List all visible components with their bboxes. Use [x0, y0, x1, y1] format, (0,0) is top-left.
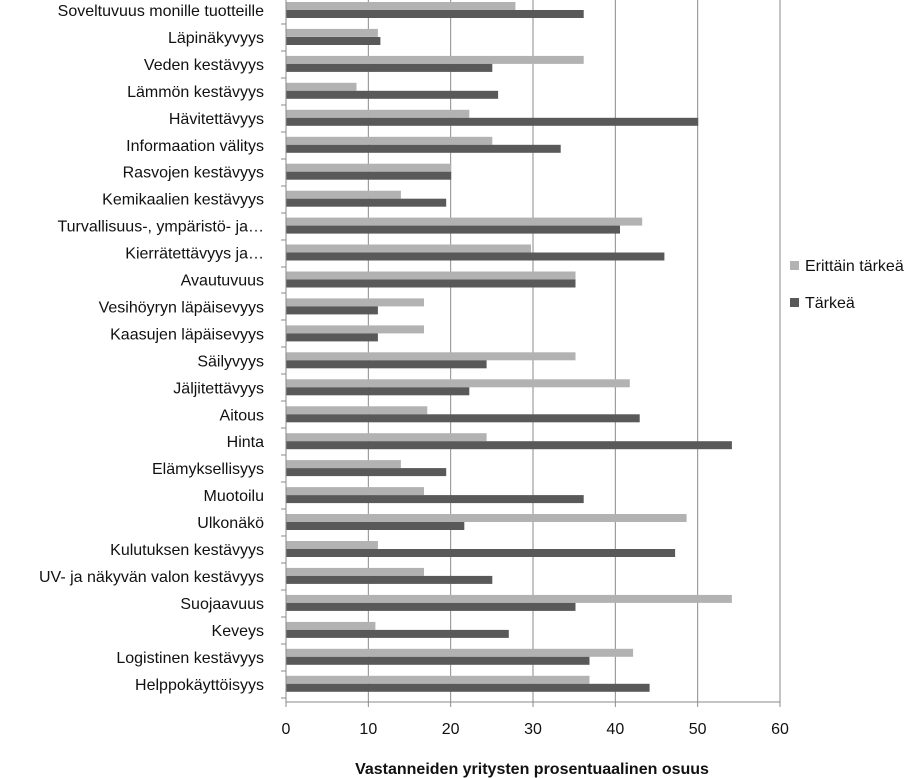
bars [286, 2, 732, 692]
bar-erittain-tarkea-veden-kestavyys [286, 55, 584, 64]
category-label-avautuvuus: Avautuvuus [181, 273, 264, 290]
category-label-logistinen-kestavyys: Logistinen kestävyys [116, 650, 264, 667]
bar-tarkea-kaasujen-lapaisevyys [286, 333, 378, 342]
category-label-aitous: Aitous [220, 407, 264, 424]
bar-tarkea-ulkonako [286, 522, 465, 530]
category-label-kemikaalien-kestavyys: Kemikaalien kestävyys [102, 192, 264, 209]
x-tick-label-30: 30 [524, 721, 542, 738]
category-label-jaljitettavyys: Jäljitettävyys [173, 380, 264, 397]
bar-tarkea-muotoilu [286, 495, 584, 504]
category-label-kulutuksen-kestavyys: Kulutuksen kestävyys [110, 542, 264, 559]
bar-tarkea-keveys [286, 629, 509, 638]
category-label-helppokayttoisyys: Helppokäyttöisyys [135, 677, 264, 694]
bar-erittain-tarkea-jaljitettavyys [286, 379, 630, 388]
bar-tarkea-aitous [286, 414, 640, 423]
bar-tarkea-rasvojen-kestavyys [286, 171, 452, 180]
x-tick-label-60: 60 [771, 721, 789, 738]
bar-erittain-tarkea-soveltuvuus-monille-tuotteille [286, 2, 516, 10]
category-label-uv-ja-nakyvan-valon-kestavyys: UV- ja näkyvän valon kestävyys [39, 569, 264, 586]
bar-erittain-tarkea-kaasujen-lapaisevyys [286, 325, 424, 334]
bar-tarkea-havitettavyys [286, 117, 699, 126]
category-label-suojaavuus: Suojaavuus [180, 596, 264, 613]
legend-swatch-tarkea [790, 298, 799, 307]
category-label-sailyvyys: Säilyvyys [197, 353, 264, 370]
x-tick-labels: 0 10 20 30 40 50 60 [282, 721, 789, 738]
bar-erittain-tarkea-elamyksellisyys [286, 460, 401, 469]
bar-erittain-tarkea-keveys [286, 621, 376, 630]
x-tick-label-50: 50 [689, 721, 707, 738]
bar-erittain-tarkea-hinta [286, 433, 487, 442]
bar-erittain-tarkea-turvallisuus-ymparisto-ja [286, 217, 643, 226]
bar-tarkea-turvallisuus-ymparisto-ja [286, 225, 620, 234]
bar-erittain-tarkea-ulkonako [286, 514, 687, 522]
category-label-lammon-kestavyys: Lämmön kestävyys [127, 84, 264, 101]
bar-erittain-tarkea-kierratettavyys-ja [286, 244, 531, 253]
category-label-veden-kestavyys: Veden kestävyys [144, 57, 264, 74]
bar-tarkea-kemikaalien-kestavyys [286, 198, 447, 207]
bar-tarkea-informaation-valitys [286, 144, 561, 153]
bar-erittain-tarkea-uv-ja-nakyvan-valon-kestavyys [286, 567, 424, 576]
bar-erittain-tarkea-kemikaalien-kestavyys [286, 190, 401, 199]
category-label-havitettavyys: Hävitettävyys [169, 111, 264, 128]
category-label-kierratettavyys-ja: Kierrätettävyys ja… [125, 246, 264, 263]
bar-erittain-tarkea-helppokayttoisyys [286, 675, 590, 684]
bar-tarkea-helppokayttoisyys [286, 683, 650, 692]
x-tick-label-40: 40 [606, 721, 624, 738]
category-label-soveltuvuus-monille-tuotteille: Soveltuvuus monille tuotteille [58, 3, 264, 20]
category-label-vesihoyryn-lapaisevyys: Vesihöyryn läpäisevyys [99, 299, 264, 316]
bar-tarkea-vesihoyryn-lapaisevyys [286, 306, 378, 315]
bar-erittain-tarkea-aitous [286, 406, 428, 415]
bar-tarkea-suojaavuus [286, 602, 576, 611]
bar-tarkea-hinta [286, 441, 732, 450]
bar-tarkea-veden-kestavyys [286, 63, 493, 72]
category-label-turvallisuus-ymparisto-ja: Turvallisuus-, ympäristö- ja… [57, 219, 264, 236]
bar-tarkea-jaljitettavyys [286, 387, 470, 396]
bar-tarkea-soveltuvuus-monille-tuotteille [286, 10, 584, 18]
bar-erittain-tarkea-kulutuksen-kestavyys [286, 541, 378, 549]
bar-erittain-tarkea-avautuvuus [286, 271, 576, 280]
category-label-hinta: Hinta [227, 434, 264, 451]
bar-tarkea-logistinen-kestavyys [286, 656, 590, 665]
bar-tarkea-kulutuksen-kestavyys [286, 549, 676, 557]
legend-item-tarkea: Tärkeä [790, 295, 855, 312]
category-label-keveys: Keveys [212, 623, 264, 640]
category-label-elamyksellisyys: Elämyksellisyys [152, 461, 264, 478]
category-label-rasvojen-kestavyys: Rasvojen kestävyys [123, 165, 264, 182]
bar-erittain-tarkea-muotoilu [286, 487, 424, 496]
bar-erittain-tarkea-informaation-valitys [286, 136, 493, 145]
bar-tarkea-kierratettavyys-ja [286, 252, 665, 261]
bar-tarkea-lapinakyvyys [286, 37, 381, 45]
x-tick-label-20: 20 [442, 721, 460, 738]
x-axis-title: Vastanneiden yritysten prosentuaalinen o… [355, 761, 709, 778]
category-labels: Soveltuvuus monille tuotteille Läpinäkyvy… [39, 3, 264, 694]
bar-erittain-tarkea-lammon-kestavyys [286, 82, 357, 91]
bar-tarkea-sailyvyys [286, 360, 487, 369]
bar-erittain-tarkea-rasvojen-kestavyys [286, 163, 452, 172]
bar-tarkea-uv-ja-nakyvan-valon-kestavyys [286, 575, 493, 584]
x-tick-label-10: 10 [359, 721, 377, 738]
bar-erittain-tarkea-suojaavuus [286, 594, 732, 603]
bar-erittain-tarkea-logistinen-kestavyys [286, 648, 634, 657]
bar-erittain-tarkea-sailyvyys [286, 352, 576, 361]
bar-tarkea-lammon-kestavyys [286, 90, 499, 99]
bar-erittain-tarkea-vesihoyryn-lapaisevyys [286, 298, 424, 307]
legend-item-erittain-tarkea: Erittäin tärkeä [790, 258, 904, 275]
category-label-informaation-valitys: Informaation välitys [126, 138, 264, 155]
legend-label-erittain-tarkea: Erittäin tärkeä [805, 258, 904, 275]
bar-erittain-tarkea-lapinakyvyys [286, 28, 378, 37]
category-label-lapinakyvyys: Läpinäkyvyys [168, 30, 264, 47]
bar-tarkea-avautuvuus [286, 279, 576, 288]
legend-label-tarkea: Tärkeä [805, 295, 855, 312]
legend-swatch-erittain-tarkea [790, 261, 799, 270]
axes [281, 0, 781, 707]
bar-erittain-tarkea-havitettavyys [286, 109, 470, 118]
x-tick-label-0: 0 [282, 721, 291, 738]
category-label-ulkonako: Ulkonäkö [197, 515, 264, 532]
legend: Erittäin tärkeä Tärkeä [790, 258, 904, 312]
category-label-kaasujen-lapaisevyys: Kaasujen läpäisevyys [110, 326, 264, 343]
category-label-muotoilu: Muotoilu [204, 488, 264, 505]
bar-tarkea-elamyksellisyys [286, 468, 447, 477]
